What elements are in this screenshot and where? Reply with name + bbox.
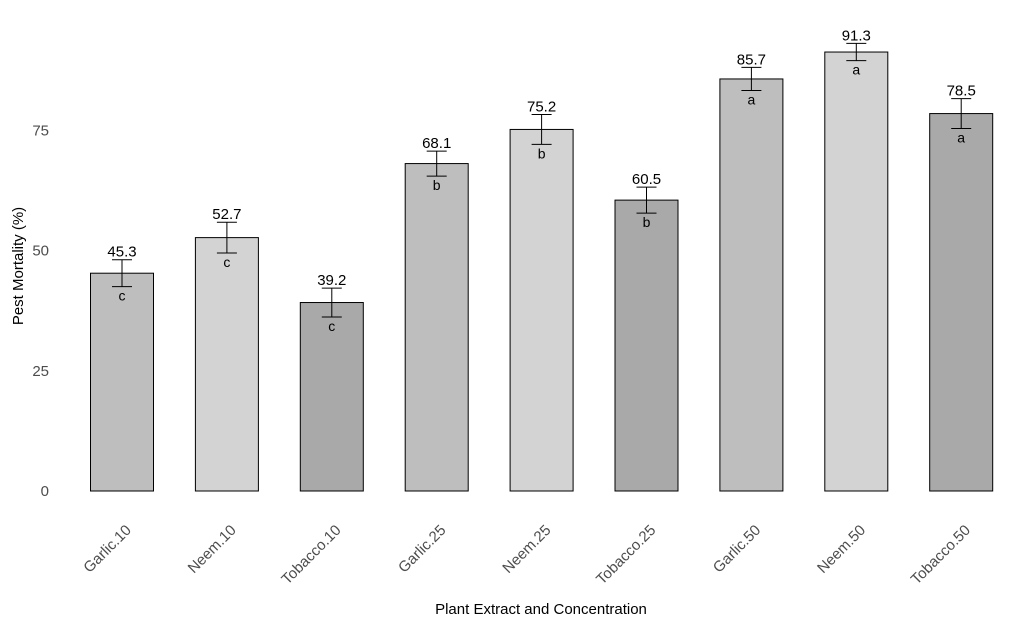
x-tick-label: Tobacco.10	[278, 522, 344, 588]
value-label: 52.7	[212, 206, 241, 223]
value-label: 39.2	[317, 272, 346, 289]
x-tick-label: Garlic.10	[80, 522, 134, 576]
bar	[614, 199, 679, 492]
significance-letter: a	[748, 91, 756, 107]
y-tick-label: 50	[32, 243, 49, 260]
value-label: 78.5	[947, 83, 976, 100]
significance-letters: c c c b b b a a a	[119, 62, 966, 334]
x-axis-ticks: Garlic.10 Neem.10 Tobacco.10 Garlic.25 Neem.…	[80, 522, 974, 588]
y-axis-ticks: 0 25 50 75	[32, 122, 49, 500]
x-tick-label: Neem.25	[499, 522, 554, 577]
bar	[90, 272, 154, 492]
x-axis-title: Plant Extract and Concentration	[435, 601, 647, 618]
x-tick-label: Garlic.50	[710, 522, 764, 576]
value-label: 60.5	[632, 171, 661, 188]
value-label: 91.3	[842, 27, 871, 44]
significance-letter: c	[328, 318, 335, 334]
significance-letter: a	[852, 62, 860, 78]
value-label: 68.1	[422, 135, 451, 152]
bar	[929, 113, 994, 492]
x-tick-label: Tobacco.50	[908, 522, 974, 588]
value-labels: 45.3 52.7 39.2 68.1 75.2 60.5 85.7 91.3 78.5	[107, 27, 975, 289]
bars	[90, 51, 994, 492]
significance-letter: b	[538, 145, 546, 161]
error-bars	[112, 42, 972, 318]
bar	[404, 163, 469, 492]
significance-letter: c	[223, 254, 230, 270]
x-tick-label: Tobacco.25	[593, 522, 659, 588]
bar	[509, 128, 574, 492]
y-axis-title: Pest Mortality (%)	[10, 207, 27, 325]
x-tick-label: Neem.10	[185, 522, 240, 577]
value-label: 45.3	[107, 244, 136, 261]
value-label: 85.7	[737, 51, 766, 68]
value-label: 75.2	[527, 99, 556, 116]
bar	[719, 78, 784, 492]
x-tick-label: Neem.50	[814, 522, 869, 577]
bar	[824, 51, 889, 492]
significance-letter: a	[957, 129, 965, 145]
significance-letter: b	[643, 214, 651, 230]
y-tick-label: 25	[32, 363, 49, 380]
significance-letter: b	[433, 177, 441, 193]
bar	[194, 237, 259, 492]
x-tick-label: Garlic.25	[395, 522, 449, 576]
y-tick-label: 75	[32, 122, 49, 139]
y-tick-label: 0	[41, 483, 49, 500]
significance-letter: c	[119, 288, 126, 304]
